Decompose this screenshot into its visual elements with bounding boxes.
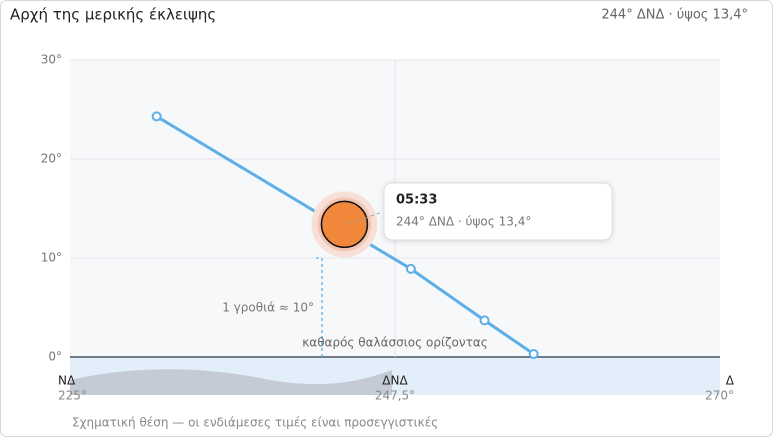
- path-point: [405, 263, 416, 274]
- path-point: [528, 349, 539, 360]
- fist-annotation: 1 γροθιά ≈ 10°: [222, 301, 314, 315]
- tooltip: [383, 182, 613, 241]
- x-tick-label: 247,5°: [375, 389, 415, 403]
- y-tick-label: 0°: [48, 350, 62, 364]
- fist-bracket: [316, 257, 323, 357]
- y-tick-label: 10°: [41, 251, 62, 265]
- summary: 244° ΔΝΔ · ύψος 13,4°: [601, 8, 748, 23]
- path-point: [151, 111, 162, 122]
- horizon-label: καθαρός θαλάσσιος ορίζοντας: [302, 336, 488, 350]
- sun: [320, 200, 369, 249]
- tooltip-time: 05:33: [396, 193, 437, 208]
- y-tick-label: 20°: [41, 152, 62, 166]
- x-direction-label: ΝΔ: [58, 374, 76, 388]
- land-silhouette: [70, 369, 392, 395]
- x-direction-label: ΔΝΔ: [382, 374, 408, 388]
- tooltip-label: 244° ΔΝΔ · ύψος 13,4°: [396, 215, 531, 229]
- footnote: Σχηματική θέση — οι ενδιάμεσες τιμές είν…: [72, 416, 438, 430]
- x-direction-label: Δ: [726, 374, 735, 388]
- title: Αρχή της μερικής έκλειψης: [10, 6, 216, 24]
- x-tick-label: 270°: [705, 389, 734, 403]
- x-tick-label: 225°: [58, 389, 87, 403]
- y-tick-label: 30°: [41, 53, 62, 67]
- path-point: [479, 315, 490, 326]
- sun-path: [155, 115, 535, 356]
